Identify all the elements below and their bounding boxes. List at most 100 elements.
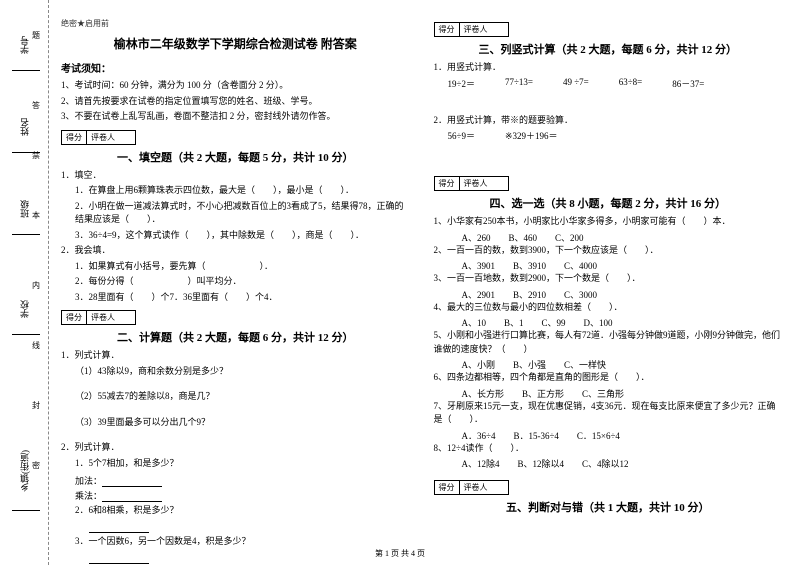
- mcq-options: A．36÷4 B．15-36÷4 C．15×6÷4: [434, 429, 783, 442]
- mcq: 5、小刚和小强进行口算比赛，每人有72道．小强每分钟做9道题，小刚9分钟做完，他…: [434, 329, 783, 356]
- section-4-heading: 四、选一选（共 8 小题，每题 2 分，共计 16 分）: [434, 195, 783, 211]
- grader-label: 评卷人: [460, 23, 508, 36]
- content-area: 绝密★启用前 榆林市二年级数学下学期综合检测试卷 附答案 考试须知： 1、考试时…: [55, 0, 800, 565]
- mcq: 8、12÷4读作（ ）．: [434, 442, 783, 456]
- score-box: 得分 评卷人: [434, 176, 509, 191]
- seal-char: 封: [32, 400, 40, 411]
- s2-q1-2: （2）55减去7的差除以8，商是几？: [61, 390, 410, 404]
- answer-blank[interactable]: [102, 477, 162, 487]
- s3-q1: 1．用竖式计算．: [434, 61, 783, 75]
- opt[interactable]: A、10: [462, 316, 487, 329]
- binding-margin: 学号 姓名 班级 学校 乡镇(街道) 题 答 禁 本 内 线 封 密: [0, 0, 55, 565]
- s2-q2-3: 3．一个因数6，另一个因数是4，积是多少？: [61, 535, 410, 549]
- opt[interactable]: A、长方形: [462, 387, 505, 400]
- margin-label-id: 学号: [18, 36, 31, 54]
- right-column: 得分 评卷人 三、列竖式计算（共 2 大题，每题 6 分，共计 12 分） 1．…: [434, 18, 783, 565]
- dashed-fold-line: [48, 0, 49, 565]
- score-label: 得分: [62, 131, 87, 144]
- score-label: 得分: [435, 23, 460, 36]
- seal-char: 内: [32, 280, 40, 291]
- s2-q2: 2．列式计算．: [61, 441, 410, 455]
- opt[interactable]: A．36÷4: [462, 429, 496, 442]
- margin-underline: [12, 70, 40, 71]
- mcq-options: A、12除4 B、12除以4 C、4除以12: [434, 457, 783, 470]
- opt[interactable]: B、3910: [513, 259, 546, 272]
- mcq-options: A、2901 B、2910 C、3000: [434, 288, 783, 301]
- opt[interactable]: B．15-36÷4: [513, 429, 558, 442]
- notice-item: 3、不要在试卷上乱写乱画，卷面不整洁扣 2 分，密封线外请勿作答。: [61, 110, 410, 123]
- opt[interactable]: B、460: [509, 231, 538, 244]
- opt[interactable]: B、正方形: [522, 387, 564, 400]
- equation: ※329＋196＝: [505, 129, 558, 142]
- q2-1: 1．如果算式有小括号，要先算（ ）．: [61, 260, 410, 274]
- mcq: 6、四条边都相等，四个角都是直角的图形是（ ）．: [434, 371, 783, 385]
- mul-label: 乘法：: [75, 491, 102, 501]
- seal-char: 答: [32, 100, 40, 111]
- opt[interactable]: B、12除以4: [518, 457, 565, 470]
- opt[interactable]: A、12除4: [462, 457, 500, 470]
- grader-label: 评卷人: [460, 481, 508, 494]
- opt[interactable]: B、2910: [513, 288, 546, 301]
- opt[interactable]: C、4除以12: [582, 457, 629, 470]
- opt[interactable]: B、1: [504, 316, 524, 329]
- left-column: 绝密★启用前 榆林市二年级数学下学期综合检测试卷 附答案 考试须知： 1、考试时…: [61, 18, 410, 565]
- score-box: 得分 评卷人: [61, 130, 136, 145]
- opt[interactable]: C．15×6÷4: [577, 429, 620, 442]
- score-box: 得分 评卷人: [434, 480, 509, 495]
- opt[interactable]: C、一样快: [564, 358, 606, 371]
- equation: 56÷9＝: [448, 129, 475, 142]
- mcq-options: A、3901 B、3910 C、4000: [434, 259, 783, 272]
- equation: 63÷8=: [619, 77, 643, 90]
- q1-3: 3．36÷4=9，这个算式读作（ ），其中除数是（ ），商是（ ）．: [61, 229, 410, 243]
- margin-underline: [12, 510, 40, 511]
- equation: 86－37=: [672, 77, 704, 90]
- opt[interactable]: C、3000: [564, 288, 597, 301]
- seal-char: 题: [32, 30, 40, 41]
- exam-title: 榆林市二年级数学下学期综合检测试卷 附答案: [61, 35, 410, 52]
- margin-underline: [12, 334, 40, 335]
- opt[interactable]: C、99: [542, 316, 566, 329]
- q1-2: 2．小明在做一道减法算式时，不小心把减数百位上的3看成了5，结果得78，正确的结…: [61, 200, 410, 227]
- s2-q1-1: （1）43除以9，商和余数分别是多少？: [61, 365, 410, 379]
- opt[interactable]: C、200: [555, 231, 584, 244]
- score-label: 得分: [62, 311, 87, 324]
- opt[interactable]: C、4000: [564, 259, 597, 272]
- grader-label: 评卷人: [460, 177, 508, 190]
- margin-label-name: 姓名: [18, 118, 31, 136]
- mcq-options: A、小刚 B、小强 C、一样快: [434, 358, 783, 371]
- equation: 19÷2＝: [448, 77, 475, 90]
- section-3-heading: 三、列竖式计算（共 2 大题，每题 6 分，共计 12 分）: [434, 41, 783, 57]
- opt[interactable]: A、3901: [462, 259, 496, 272]
- answer-blank[interactable]: [89, 523, 149, 533]
- answer-blank[interactable]: [102, 492, 162, 502]
- opt[interactable]: B、小强: [513, 358, 546, 371]
- s2-q1-3: （3）39里面最多可以分出几个9？: [61, 416, 410, 430]
- s2-q2-2: 2．6和8相乘，积是多少？: [61, 504, 410, 518]
- mcq-options: A、10 B、1 C、99 D、100: [434, 316, 783, 329]
- opt[interactable]: C、三角形: [582, 387, 624, 400]
- opt[interactable]: D、100: [584, 316, 613, 329]
- opt[interactable]: A、小刚: [462, 358, 496, 371]
- q2-2: 2．每份分得（ ）叫平均分．: [61, 275, 410, 289]
- section-1-heading: 一、填空题（共 2 大题，每题 5 分，共计 10 分）: [61, 149, 410, 165]
- opt[interactable]: A、260: [462, 231, 491, 244]
- margin-label-class: 班级: [18, 200, 31, 218]
- q1-1: 1．在算盘上用6颗算珠表示四位数，最大是（ ），最小是（ ）．: [61, 184, 410, 198]
- add-label: 加法：: [75, 476, 102, 486]
- score-box: 得分 评卷人: [434, 22, 509, 37]
- seal-char: 禁: [32, 150, 40, 161]
- mcq: 2、一百一百的数，数到3900，下一个数应该是（ ）．: [434, 244, 783, 258]
- eq-row: 19÷2＝ 77÷13= 49 ÷7= 63÷8= 86－37=: [434, 77, 783, 90]
- margin-underline: [12, 234, 40, 235]
- page-footer: 第 1 页 共 4 页: [0, 548, 800, 559]
- mcq: 1、小华家有250本书，小明家比小华家多得多，小明家可能有（ ）本．: [434, 215, 783, 229]
- mcq: 3、一百一百地数，数到2900，下一个数是（ ）．: [434, 272, 783, 286]
- opt[interactable]: A、2901: [462, 288, 496, 301]
- q1: 1．填空．: [61, 169, 410, 183]
- grader-label: 评卷人: [87, 311, 135, 324]
- q2-3: 3．28里面有（ ）个7．36里面有（ ）个4．: [61, 291, 410, 305]
- s3-q2: 2．用竖式计算，带※的题要验算．: [434, 114, 783, 128]
- score-box: 得分 评卷人: [61, 310, 136, 325]
- answer-lines: 加法： 乘法：: [61, 474, 410, 502]
- margin-label-town: 乡镇(街道): [18, 450, 31, 492]
